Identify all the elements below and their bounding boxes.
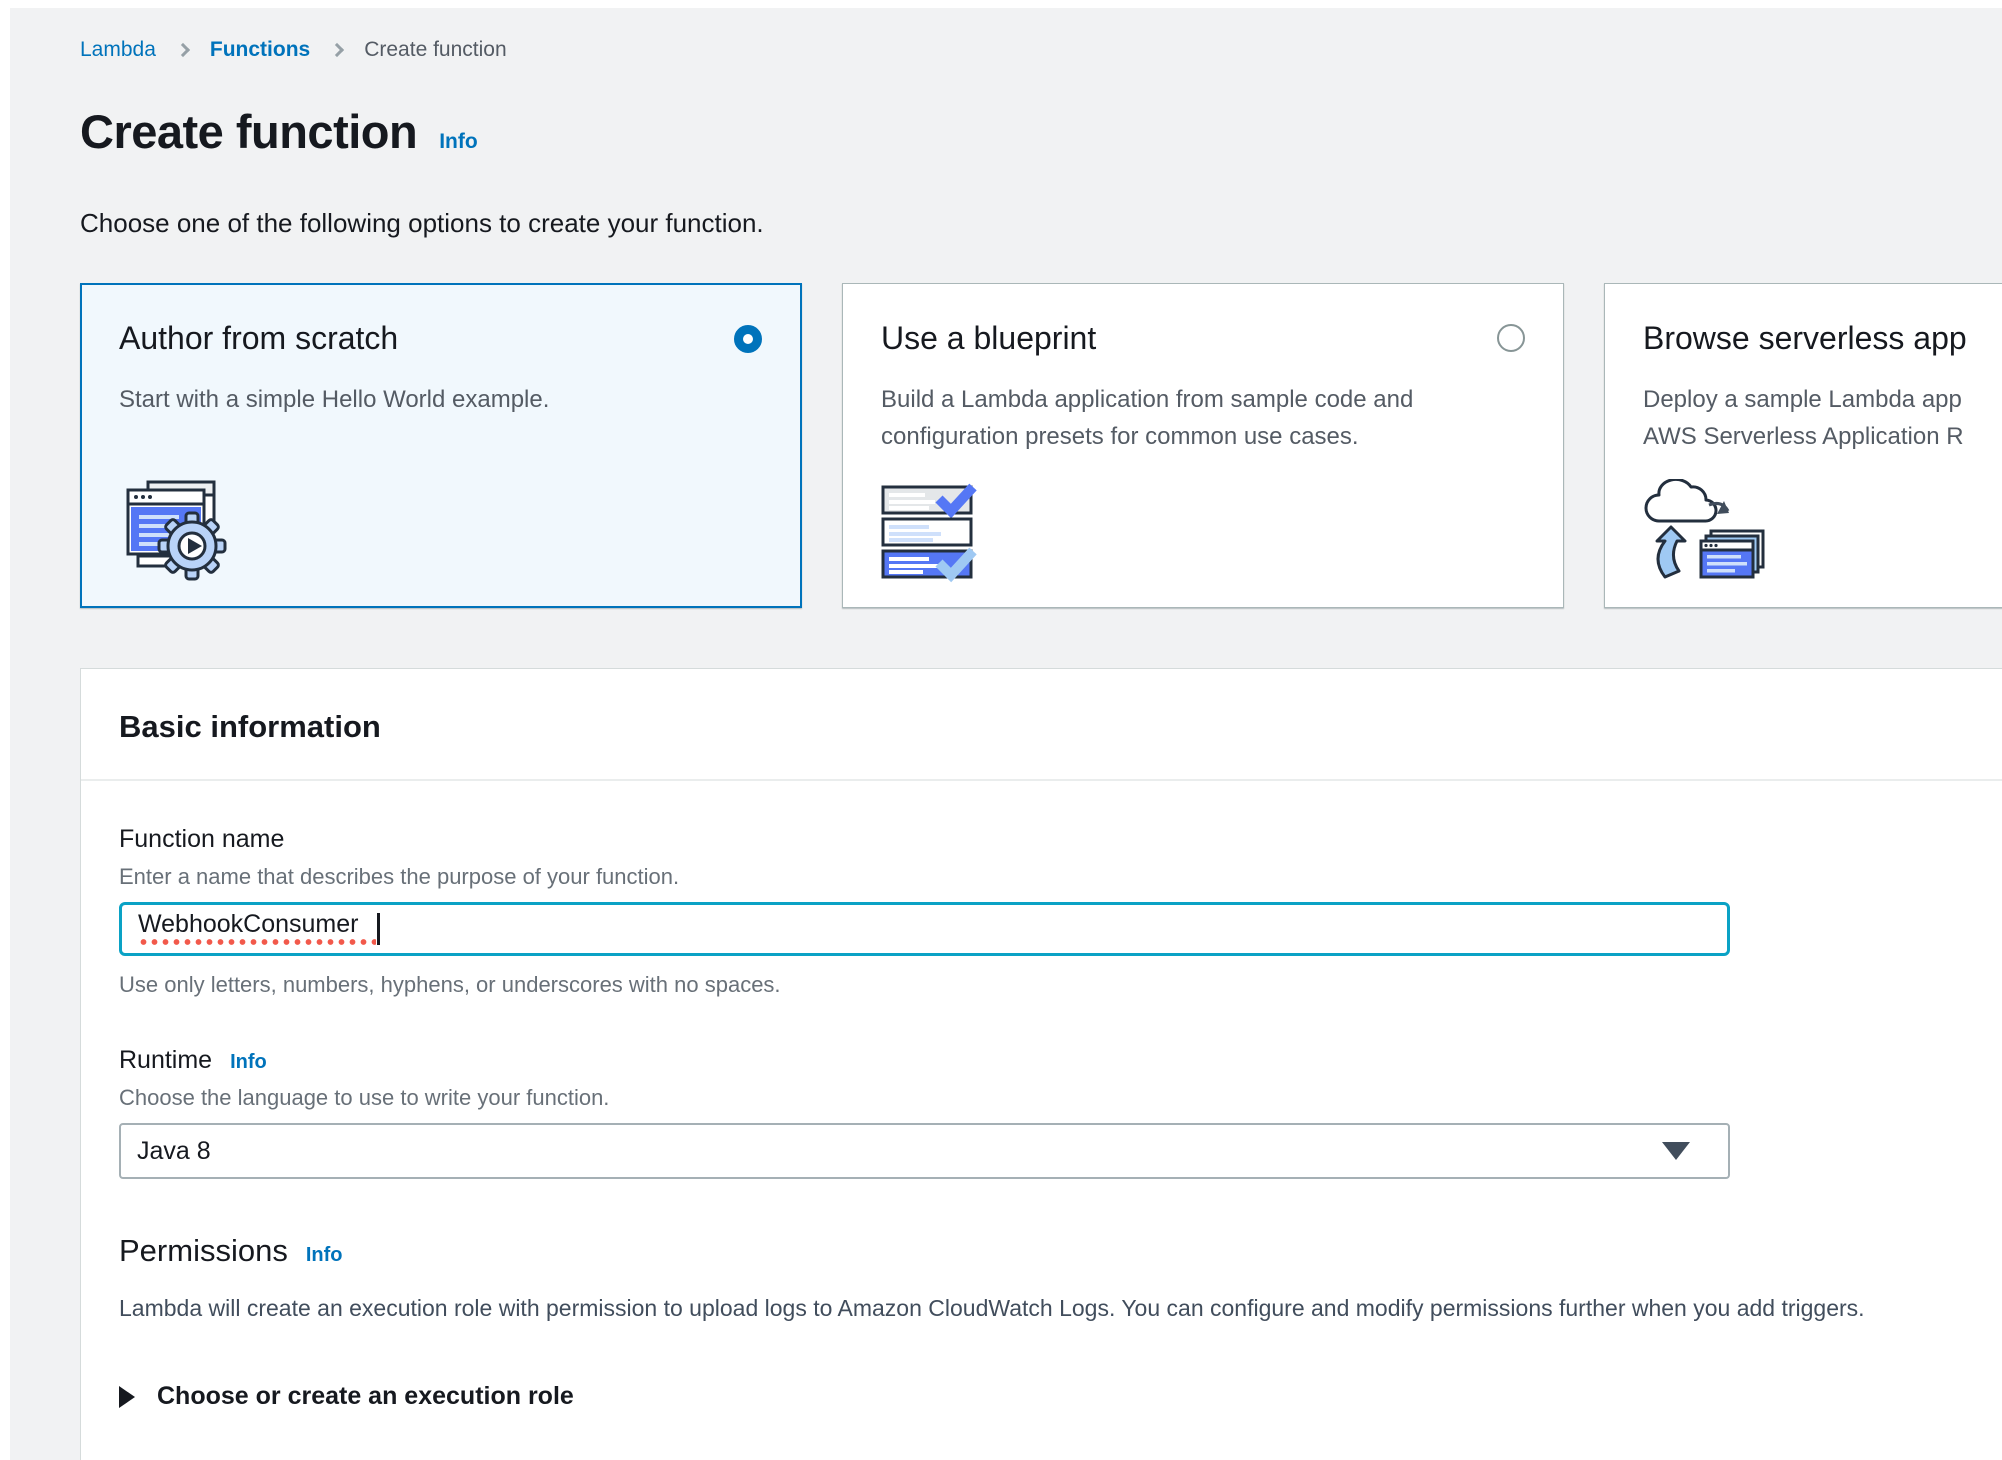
- permissions-info-link[interactable]: Info: [305, 1244, 343, 1266]
- function-name-label: Function name: [119, 825, 285, 853]
- breadcrumb-current-page: Create function: [364, 38, 507, 61]
- page-title-row: Create function Info: [80, 104, 478, 159]
- permissions-title: Permissions: [119, 1233, 288, 1268]
- function-name-value: WebhookConsumer: [138, 912, 377, 946]
- runtime-description: Choose the language to use to write your…: [119, 1085, 610, 1110]
- page-title: Create function: [80, 105, 418, 158]
- function-name-constraint: Use only letters, numbers, hyphens, or u…: [119, 972, 781, 997]
- card-use-a-blueprint[interactable]: Use a blueprint Build a Lambda applicati…: [842, 283, 1564, 608]
- card-description: Deploy a sample Lambda app AWS Serverles…: [1643, 381, 2002, 455]
- runtime-field: Runtime Info Choose the language to use …: [119, 1046, 1964, 1179]
- runtime-label: Runtime: [119, 1046, 213, 1074]
- permissions-description: Lambda will create an execution role wit…: [119, 1295, 1865, 1321]
- execution-role-expander[interactable]: Choose or create an execution role: [119, 1382, 1964, 1411]
- card-description-line: AWS Serverless Application R: [1643, 423, 1964, 450]
- card-browse-serverless-app[interactable]: Browse serverless app Deploy a sample La…: [1604, 283, 2002, 608]
- page-subtitle: Choose one of the following options to c…: [80, 208, 764, 238]
- permissions-section: Permissions Info Lambda will create an e…: [119, 1233, 1964, 1411]
- runtime-select[interactable]: Java 8: [119, 1123, 1730, 1179]
- blueprint-icon: [881, 483, 977, 583]
- card-description-line: Deploy a sample Lambda app: [1643, 386, 1962, 413]
- function-name-description: Enter a name that describes the purpose …: [119, 864, 680, 889]
- function-name-field: Function name Enter a name that describe…: [119, 825, 1964, 998]
- use-a-blueprint-radio[interactable]: [1497, 324, 1525, 352]
- basic-information-panel: Basic information Function name Enter a …: [80, 668, 2002, 1460]
- lambda-create-function-page: Lambda Functions Create function Create …: [10, 8, 2002, 1460]
- breadcrumb: Lambda Functions Create function: [80, 38, 507, 62]
- runtime-selected-value: Java 8: [137, 1136, 211, 1165]
- card-author-from-scratch[interactable]: Author from scratch Start with a simple …: [80, 283, 802, 608]
- breadcrumb-functions-link[interactable]: Functions: [209, 38, 311, 61]
- author-from-scratch-icon: [126, 480, 227, 581]
- card-title: Browse serverless app: [1643, 320, 1967, 356]
- creation-option-cards: Author from scratch Start with a simple …: [80, 283, 2002, 608]
- function-name-input[interactable]: WebhookConsumer: [119, 902, 1730, 956]
- page-info-link[interactable]: Info: [439, 130, 478, 153]
- panel-header: Basic information: [81, 669, 2002, 781]
- card-description: Build a Lambda application from sample c…: [881, 386, 1414, 450]
- expander-caret-icon: [119, 1385, 135, 1408]
- text-caret: [377, 913, 381, 945]
- execution-role-expander-label: Choose or create an execution role: [157, 1382, 574, 1410]
- serverless-app-icon: [1644, 479, 1765, 579]
- breadcrumb-chevron-icon: [175, 42, 190, 58]
- panel-body: Function name Enter a name that describe…: [81, 781, 2002, 1411]
- chevron-down-icon: [1662, 1142, 1690, 1160]
- breadcrumb-chevron-icon: [330, 42, 345, 58]
- card-title: Author from scratch: [119, 320, 399, 356]
- author-from-scratch-radio[interactable]: [734, 325, 762, 353]
- basic-information-title: Basic information: [119, 709, 381, 744]
- runtime-info-link[interactable]: Info: [230, 1051, 267, 1073]
- card-title: Use a blueprint: [881, 320, 1097, 356]
- breadcrumb-lambda-link[interactable]: Lambda: [80, 38, 156, 61]
- card-description: Start with a simple Hello World example.: [119, 386, 550, 413]
